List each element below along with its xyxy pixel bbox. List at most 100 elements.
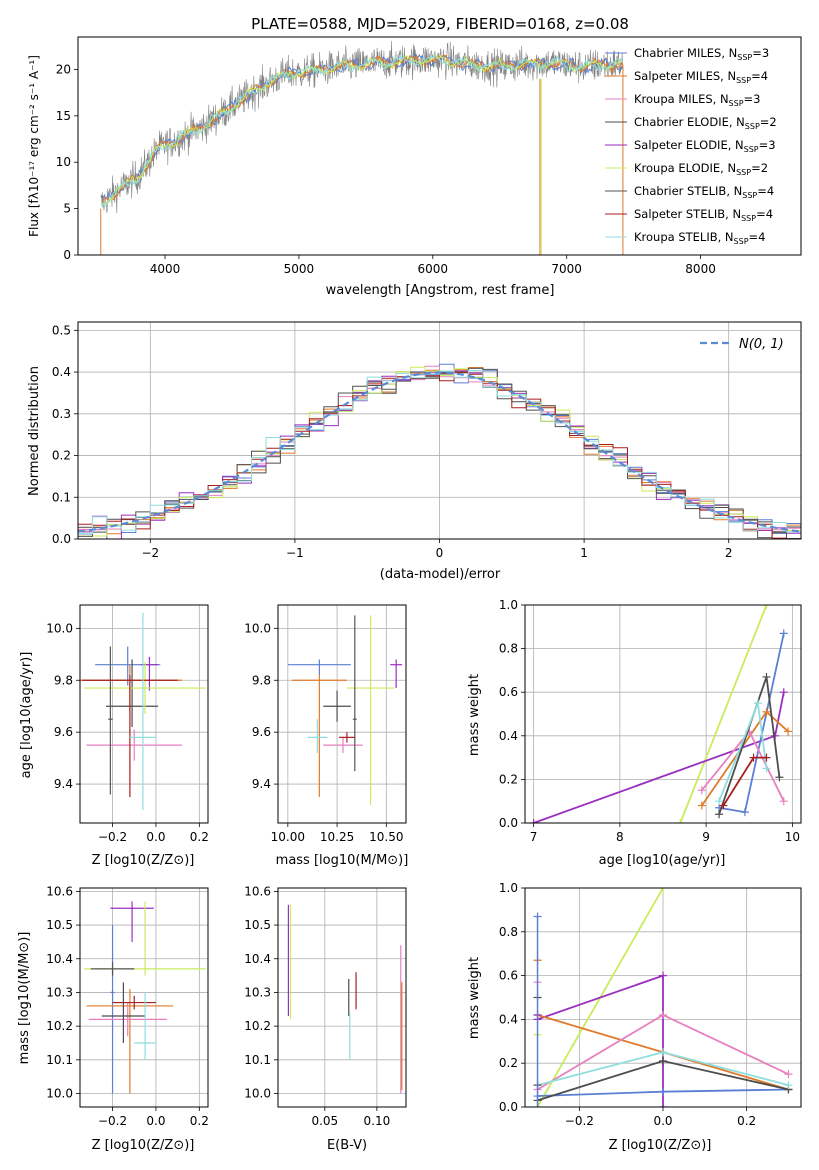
weight-marker <box>659 1087 667 1096</box>
age-vs-z-frame <box>79 604 209 824</box>
y-tick-label: 10.6 <box>46 884 73 898</box>
y-tick-label: 10.0 <box>244 621 271 635</box>
y-tick-label: 10.5 <box>46 918 73 932</box>
error-bar-point <box>86 989 174 1094</box>
y-tick-label: 0.4 <box>52 365 71 379</box>
y-tick-label: 20 <box>56 62 71 76</box>
legend-label: Salpeter MILES, NSSP=4 <box>634 69 768 85</box>
residual-plot-area: −2 −1 0 1 2 0.0 0.1 0.2 0.3 0.4 0.5 N(0, 1) <box>52 321 802 560</box>
weight-marker <box>697 786 706 795</box>
legend-label: Kroupa ELODIE, NSSP=2 <box>634 161 768 177</box>
weight-series-line <box>701 710 789 807</box>
weight-series-line <box>679 605 768 823</box>
weight-marker <box>749 753 758 762</box>
residual-panel: −2 −1 0 1 2 0.0 0.1 0.2 0.3 0.4 0.5 N(0, 1) (data-m… <box>27 321 802 582</box>
model-spectrum <box>101 53 624 200</box>
error-bar-point <box>112 995 156 1010</box>
mass-vs-metallicity-panel: −0.2 0.0 0.2 10.0 10.1 10.2 10.3 10.4 10.5 10.6 Z… <box>17 884 209 1153</box>
y-tick-label: 9.6 <box>54 725 73 739</box>
age-vs-mass-marks <box>287 615 403 805</box>
x-tick-label: 0.2 <box>190 1114 209 1128</box>
weight-marker <box>762 753 771 762</box>
residual-legend: N(0, 1) <box>700 337 784 352</box>
x-tick-label: 10 <box>785 830 800 844</box>
weight-marker <box>740 808 749 817</box>
error-bar-point <box>134 992 156 1060</box>
error-bar-point <box>323 737 363 753</box>
error-bar-point <box>129 612 156 811</box>
y-tick-label: 1.0 <box>499 598 518 612</box>
x-tick-label: 2 <box>725 546 733 560</box>
error-bar-point <box>323 690 351 722</box>
weight-vs-metallicity-panel: −0.2 0.0 0.2 0.0 0.2 0.4 0.6 0.8 1.0 Z [log10(Z/… <box>467 881 802 1153</box>
spectrum-legend: Chabrier MILES, NSSP=3 Salpeter MILES, NS… <box>605 46 777 246</box>
residuals-frame <box>77 321 802 540</box>
residual-xlabel: (data-model)/error <box>380 567 501 582</box>
legend-label: Kroupa MILES, NSSP=3 <box>634 92 760 108</box>
weight-marker <box>659 888 667 892</box>
spectrum-title: PLATE=0588, MJD=52029, FIBERID=0168, z=0… <box>251 15 629 33</box>
y-tick-label: 15 <box>56 109 71 123</box>
weight-marker <box>719 801 728 810</box>
mass-vs-ebv-frame <box>277 887 407 1108</box>
age-vs-mass-grid <box>278 605 406 823</box>
weight-marker <box>779 797 788 806</box>
residuals-marks <box>78 363 801 539</box>
y-tick-label: 0.8 <box>499 925 518 939</box>
age-z-ylabel: age [log10(age/yr)] <box>19 652 34 779</box>
spectrum-ylabel: Flux [fλ10⁻¹⁷ erg cm⁻² s⁻¹ A⁻¹] <box>27 55 41 237</box>
weight-marker <box>659 1103 667 1107</box>
error-bar-point <box>108 646 113 795</box>
x-tick-label: −1 <box>286 546 304 560</box>
error-bar-point <box>307 719 328 753</box>
x-tick-label: 6000 <box>418 262 449 276</box>
error-bar-point <box>84 662 206 714</box>
x-tick-label: 1 <box>580 546 588 560</box>
legend-label: Chabrier ELODIE, NSSP=2 <box>634 115 777 131</box>
error-bar-point <box>287 659 351 676</box>
x-tick-label: 0.0 <box>146 1114 165 1128</box>
x-tick-label: 0.2 <box>737 1114 756 1128</box>
mass-z-ylabel: mass [log10(M/M⊙)] <box>17 932 32 1065</box>
x-tick-label: 4000 <box>150 262 181 276</box>
error-bar-point <box>110 901 154 942</box>
weight-marker <box>715 797 724 806</box>
weight-marker <box>676 819 685 823</box>
x-tick-label: 0.0 <box>653 1114 672 1128</box>
x-tick-label: 0.0 <box>146 830 165 844</box>
x-tick-label: 0.2 <box>190 830 209 844</box>
weight-marker <box>762 764 771 773</box>
age-vs-z-grid <box>80 605 208 823</box>
mass-vs-ebv-marks <box>287 904 403 1094</box>
age-vs-z-marks <box>80 612 206 811</box>
y-tick-label: 0.3 <box>52 407 71 421</box>
y-tick-label: 0.0 <box>52 532 71 546</box>
weight-age-ylabel: mass weight <box>467 674 482 756</box>
weight-marker <box>775 773 784 782</box>
weight-vs-age-panel: 7 8 9 10 0.0 0.2 0.4 0.6 0.8 1.0 age [log10(age/y… <box>467 598 802 868</box>
y-tick-label: 1.0 <box>499 881 518 895</box>
error-bar-point <box>346 615 395 805</box>
y-tick-label: 10.3 <box>46 985 73 999</box>
legend-label: Chabrier MILES, NSSP=3 <box>634 46 769 62</box>
error-bar-point <box>95 646 161 686</box>
weight-marker <box>659 1011 667 1020</box>
weight-marker <box>659 1048 667 1057</box>
error-bar-point <box>339 732 355 743</box>
y-tick-label: 10.2 <box>244 1019 271 1033</box>
weight-marker <box>529 819 538 823</box>
error-bar-point <box>84 901 206 976</box>
legend-label: N(0, 1) <box>739 337 784 352</box>
age-vs-metallicity-panel: −0.2 0.0 0.29.49.69.810.0 Z [log10(Z/Z⊙)] … <box>19 604 209 868</box>
y-tick-label: 0.4 <box>499 729 518 743</box>
weight-marker <box>659 1057 667 1066</box>
x-tick-label: −0.2 <box>565 1114 594 1128</box>
x-tick-label: 8000 <box>685 262 716 276</box>
legend-label: Salpeter ELODIE, NSSP=3 <box>634 138 776 154</box>
x-tick-label: 0 <box>436 546 444 560</box>
weight-vs-z-marks <box>533 888 793 1107</box>
y-tick-label: 10.4 <box>46 952 73 966</box>
age-vs-mass-frame <box>277 604 407 824</box>
y-tick-label: 10.4 <box>244 952 271 966</box>
x-tick-label: 10.50 <box>369 830 403 844</box>
